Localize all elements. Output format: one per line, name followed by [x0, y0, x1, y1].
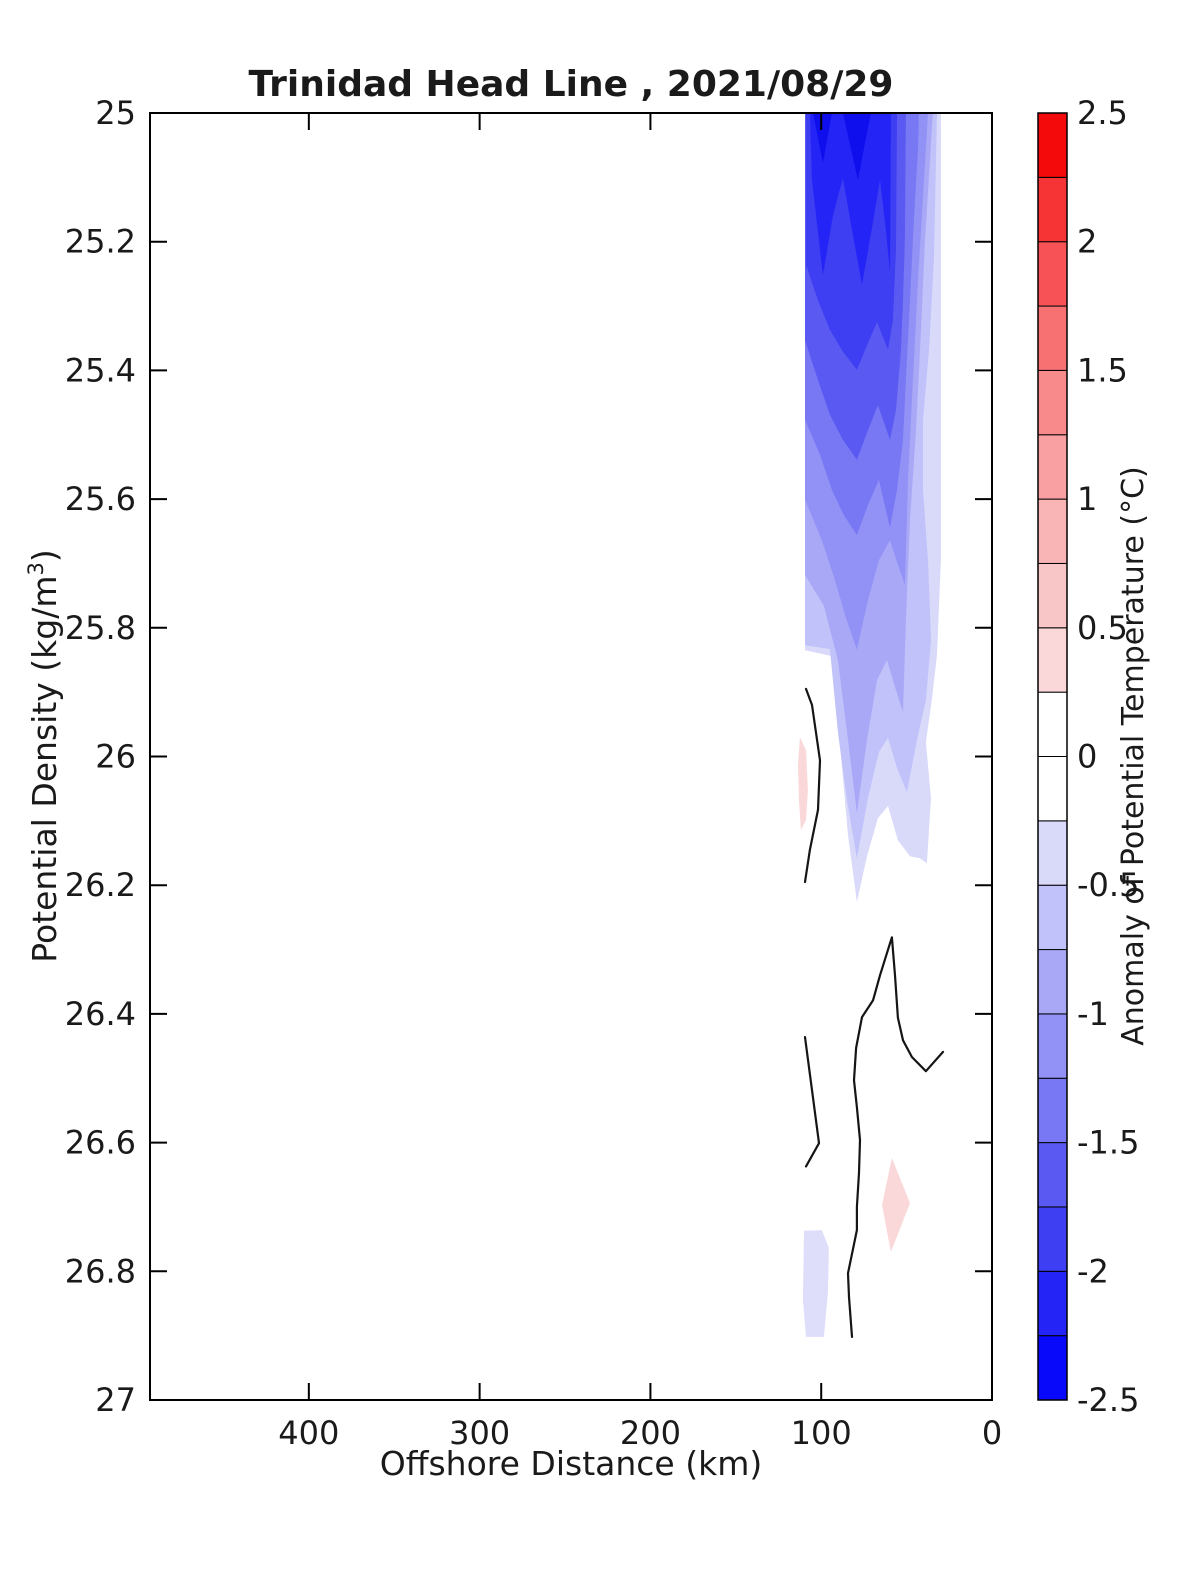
x-tick-label: 100 — [791, 1414, 852, 1452]
colorbar: -2.5 -2 -1.5 -1 -0.5 0 0.5 1 1.5 2 2.5 — [1037, 94, 1139, 1419]
contour-fill-cold-core-b — [842, 113, 871, 180]
colorbar-segment — [1037, 1335, 1068, 1401]
y-tick-label: 25.4 — [65, 351, 136, 389]
x-tick-label: 300 — [449, 1414, 510, 1452]
y-tick-label: 26.8 — [65, 1252, 136, 1290]
y-tick-label: 26.6 — [65, 1124, 136, 1162]
y-tick-label: 26.4 — [65, 995, 136, 1033]
colorbar-tick-label: -1.5 — [1077, 1124, 1139, 1162]
colorbar-tick-label: -0.5 — [1077, 866, 1139, 904]
colorbar-tick-label: 1.5 — [1077, 351, 1128, 389]
colorbar-segment — [1037, 1013, 1068, 1079]
colorbar-tick-label: 2.5 — [1077, 94, 1128, 132]
contour-fill-cold-core-a — [813, 113, 832, 164]
y-tick-label: 26.2 — [65, 866, 136, 904]
colorbar-segment — [1037, 820, 1068, 886]
zero-contour-upper-left — [803, 687, 822, 884]
y-tick-label: 27 — [95, 1381, 136, 1419]
colorbar-segment — [1037, 498, 1068, 564]
colorbar-tick-label: 0.5 — [1077, 609, 1128, 647]
colorbar-segment — [1037, 369, 1068, 436]
zero-contour-mid-left — [803, 1035, 821, 1168]
colorbar-tick-label: -2 — [1077, 1252, 1109, 1290]
contour-fills — [798, 113, 941, 1337]
colorbar-segment — [1037, 112, 1068, 178]
colorbar-tick-label: -2.5 — [1077, 1381, 1139, 1419]
chart-title: Trinidad Head Line , 2021/08/29 — [249, 64, 894, 105]
colorbar-segment — [1037, 562, 1068, 629]
colorbar-tick-label: -1 — [1077, 995, 1109, 1033]
x-axis-label: Offshore Distance (km) — [380, 1444, 762, 1483]
colorbar-tick-label: 2 — [1077, 223, 1097, 261]
x-tick-label: 200 — [620, 1414, 681, 1452]
y-tick-label: 25.8 — [65, 609, 136, 647]
y-tick-label: 25 — [95, 94, 136, 132]
colorbar-segment — [1037, 627, 1068, 693]
colorbar-segment — [1037, 176, 1068, 243]
colorbar-segment — [1037, 1270, 1068, 1337]
y-tick-label: 25.2 — [65, 223, 136, 261]
colorbar-segment — [1037, 691, 1068, 758]
colorbar-segment — [1037, 884, 1068, 951]
colorbar-segment — [1037, 434, 1068, 500]
colorbar-segment — [1037, 305, 1068, 371]
plot-axes: 400 300 200 100 0 25 25.2 25.4 25.6 25.8 26 26.2 26.… — [65, 94, 1002, 1452]
y-axis-label-superscript: 3 — [24, 562, 48, 575]
y-axis-label-main: Potential Density (kg/m — [25, 576, 64, 963]
colorbar-outline — [1037, 112, 1068, 1401]
colorbar-label: Anomaly of Potential Temperature (°C) — [1116, 466, 1151, 1045]
contour-fill-cool-patch-26.8 — [802, 1230, 829, 1337]
colorbar-segment — [1037, 949, 1068, 1015]
colorbar-segment — [1037, 241, 1068, 307]
colorbar-segment — [1037, 1206, 1068, 1272]
contour-fill-warm-diamond-26.7 — [882, 1158, 910, 1252]
contour-fill-cold-band-level-2 — [809, 113, 891, 285]
x-tick-label: 400 — [278, 1414, 339, 1452]
colorbar-tick-label: 0 — [1077, 738, 1097, 776]
colorbar-segment — [1037, 1077, 1068, 1144]
y-tick-label: 25.6 — [65, 480, 136, 518]
colorbar-segment — [1037, 756, 1068, 822]
zero-contour-lines — [803, 687, 945, 1339]
zero-contour-deep — [846, 936, 945, 1339]
colorbar-tick-label: 1 — [1077, 480, 1097, 518]
colorbar-segment — [1037, 1142, 1068, 1208]
y-axis-label-end: ) — [25, 549, 64, 562]
y-tick-label: 26 — [95, 738, 136, 776]
contour-fill-warm-sliver-26.0 — [798, 737, 808, 830]
y-axis-label: Potential Density (kg/m3) — [24, 549, 64, 962]
x-tick-label: 0 — [982, 1414, 1002, 1452]
